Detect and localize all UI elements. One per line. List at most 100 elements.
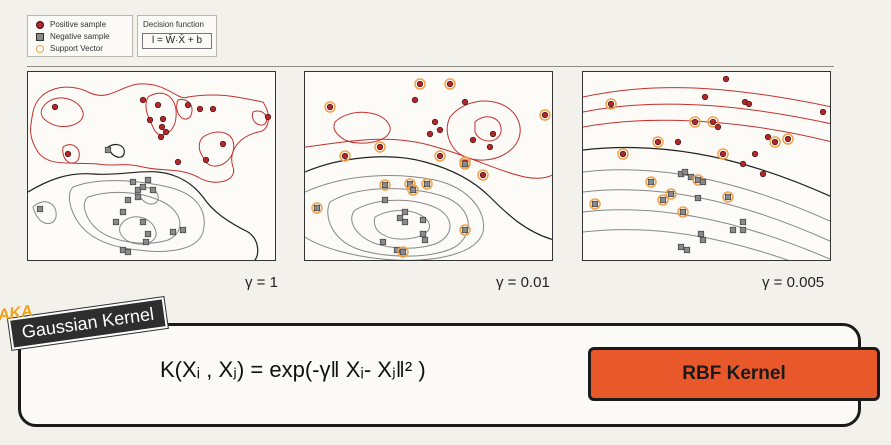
negative-sample-marker: [36, 32, 44, 41]
negative-sample: [681, 168, 689, 176]
support-vector-ring: [605, 98, 617, 110]
support-vector-ring: [311, 202, 323, 214]
positive-sample: [159, 115, 167, 123]
support-vector-ring: [617, 148, 629, 160]
negative-sample: [149, 186, 157, 194]
positive-sample: [202, 156, 210, 164]
negative-sample: [667, 190, 675, 198]
positive-sample: [759, 170, 767, 178]
support-vector-ring: [459, 224, 471, 236]
panel-gamma-1: [27, 71, 276, 261]
negative-sample: [739, 218, 747, 226]
negative-contours-1: [32, 180, 205, 252]
negative-sample: [409, 186, 417, 194]
negative-sample: [124, 196, 132, 204]
rbf-kernel-button[interactable]: RBF Kernel: [588, 347, 880, 401]
negative-sample: [134, 193, 142, 201]
decision-function-title: Decision function: [143, 20, 204, 29]
negative-sample: [139, 218, 147, 226]
negative-contours-3: [583, 169, 830, 260]
negative-sample: [169, 228, 177, 236]
negative-sample: [677, 243, 685, 251]
positive-sample: [146, 116, 154, 124]
contour-plot-3: [583, 75, 830, 260]
support-vector-ring: [459, 158, 471, 170]
support-vector-ring: [444, 78, 456, 90]
negative-sample: [679, 208, 687, 216]
positive-sample-marker: [36, 20, 44, 29]
decision-function-box: Decision function l = W̄·X̄ + b: [137, 15, 217, 57]
support-vector-ring: [414, 78, 426, 90]
negative-sample: [421, 236, 429, 244]
positive-sample: [709, 118, 717, 126]
support-vector-ring: [782, 133, 794, 145]
negative-sample: [313, 204, 321, 212]
negative-sample: [739, 226, 747, 234]
negative-sample: [399, 248, 407, 256]
positive-sample: [264, 113, 272, 121]
negative-sample: [699, 236, 707, 244]
support-vector-marker: [36, 44, 44, 53]
support-vector-ring: [379, 179, 391, 191]
positive-sample: [162, 128, 170, 136]
positive-sample: [219, 140, 227, 148]
negative-sample: [419, 216, 427, 224]
positive-sample: [157, 133, 165, 141]
support-vector-ring: [434, 150, 446, 162]
positive-sample: [436, 126, 444, 134]
positive-sample: [619, 150, 627, 158]
positive-sample: [196, 105, 204, 113]
positive-sample: [341, 152, 349, 160]
positive-sample: [771, 138, 779, 146]
positive-sample: [674, 138, 682, 146]
decision-boundary-1: [28, 144, 259, 260]
legend-negative-label: Negative sample: [50, 32, 110, 41]
support-vector-ring: [539, 109, 551, 121]
negative-sample: [119, 208, 127, 216]
decision-boundary-3: [583, 146, 830, 197]
negative-sample: [124, 248, 132, 256]
positive-sample: [376, 143, 384, 151]
legend-support-vector-label: Support Vector: [50, 44, 103, 53]
positive-sample: [719, 150, 727, 158]
negative-sample: [697, 230, 705, 238]
support-vector-ring: [397, 246, 409, 258]
negative-sample: [647, 178, 655, 186]
support-vector-ring: [652, 136, 664, 148]
positive-sample: [411, 96, 419, 104]
negative-sample: [139, 183, 147, 191]
negative-sample: [144, 176, 152, 184]
positive-sample: [446, 80, 454, 88]
negative-sample: [683, 246, 691, 254]
negative-sample: [396, 214, 404, 222]
negative-sample: [379, 238, 387, 246]
negative-sample: [144, 230, 152, 238]
positive-contours-1: [30, 83, 269, 183]
positive-sample: [722, 75, 730, 83]
legend: Positive sample Negative sample Support …: [27, 15, 133, 57]
panel-gamma-0-005: [582, 71, 831, 261]
support-vector-ring: [324, 101, 336, 113]
positive-sample: [751, 150, 759, 158]
decision-function-equation: l = W̄·X̄ + b: [142, 33, 212, 49]
negative-sample: [104, 146, 112, 154]
support-vector-ring: [665, 188, 677, 200]
support-vector-ring: [421, 178, 433, 190]
positive-sample: [436, 152, 444, 160]
positive-sample: [691, 118, 699, 126]
legend-positive-label: Positive sample: [50, 20, 107, 29]
support-vector-ring: [657, 194, 669, 206]
negative-sample: [381, 181, 389, 189]
negative-sample: [401, 218, 409, 226]
positive-sample: [209, 105, 217, 113]
negative-sample: [36, 205, 44, 213]
positive-sample: [431, 118, 439, 126]
gamma-label-2: γ = 0.01: [496, 274, 550, 291]
positive-sample: [154, 101, 162, 109]
support-vector-ring: [477, 169, 489, 181]
positive-sample: [461, 98, 469, 106]
divider: [27, 66, 834, 67]
negative-sample: [179, 226, 187, 234]
legend-positive: Positive sample: [28, 19, 132, 30]
positive-sample: [469, 136, 477, 144]
